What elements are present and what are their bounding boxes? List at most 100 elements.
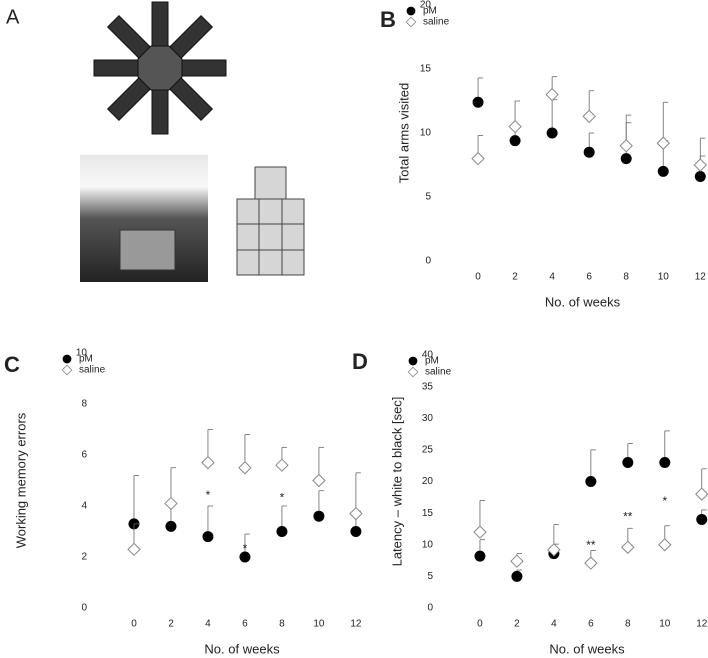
- point: [659, 457, 671, 469]
- y-tick-label: 15: [422, 508, 434, 519]
- x-tick-label: 12: [350, 619, 362, 630]
- x-tick-label: 8: [279, 619, 285, 630]
- point: [508, 119, 522, 134]
- point: [585, 476, 597, 487]
- x-tick-label: 4: [205, 619, 211, 630]
- x-tick-label: 2: [512, 272, 518, 283]
- point: [473, 525, 487, 539]
- significance-mark: **: [586, 538, 596, 552]
- point: [510, 554, 524, 568]
- point: [619, 139, 633, 153]
- y-tick-label: 0: [427, 603, 433, 614]
- point: [164, 496, 178, 511]
- point: [349, 506, 363, 521]
- x-tick-label: 2: [514, 619, 520, 630]
- point: [127, 542, 141, 557]
- legend-marker: [408, 356, 418, 366]
- y-tick-label: 10: [76, 348, 88, 359]
- apparatus-photo: [80, 155, 208, 282]
- x-tick-label: 4: [551, 619, 557, 630]
- y-tick-label: 0: [81, 603, 87, 614]
- point: [695, 487, 708, 501]
- x-tick-label: 8: [623, 272, 629, 283]
- point: [546, 127, 558, 139]
- legend-label: saline: [423, 17, 450, 28]
- x-tick-label: 0: [131, 619, 137, 630]
- legend-marker: [62, 354, 72, 364]
- point: [239, 551, 251, 563]
- x-tick-label: 0: [477, 619, 483, 630]
- point: [621, 540, 635, 554]
- legend-label: pM: [423, 6, 437, 17]
- x-tick-label: 10: [659, 619, 671, 630]
- y-tick-label: 0: [425, 256, 431, 267]
- point: [545, 87, 559, 102]
- y-tick-label: 40: [422, 350, 434, 361]
- x-tick-label: 6: [242, 619, 248, 630]
- point: [582, 109, 596, 124]
- significance-mark: *: [243, 542, 248, 556]
- legend-label: pM: [425, 356, 439, 367]
- point: [238, 461, 252, 475]
- point: [693, 158, 708, 172]
- x-tick-label: 12: [695, 272, 707, 283]
- x-tick-label: 0: [475, 272, 481, 283]
- x-tick-label: 4: [549, 272, 555, 283]
- point: [275, 458, 289, 472]
- point: [313, 510, 325, 522]
- y-tick-label: 20: [420, 0, 432, 11]
- y-tick-label: 10: [422, 539, 434, 550]
- panel-label: A: [6, 6, 20, 28]
- point: [658, 538, 672, 552]
- point: [312, 473, 326, 488]
- point: [276, 526, 288, 537]
- x-tick-label: 6: [586, 272, 592, 283]
- legend-marker: [405, 16, 417, 28]
- panel-label: D: [352, 349, 368, 374]
- y-tick-label: 5: [427, 571, 433, 582]
- point: [584, 556, 598, 570]
- x-tick-label: 12: [696, 619, 708, 630]
- y-tick-label: 30: [422, 413, 434, 424]
- point: [547, 543, 561, 557]
- y-tick-label: 5: [425, 192, 431, 203]
- y-tick-label: 6: [81, 450, 87, 461]
- point: [474, 550, 486, 562]
- y-tick-label: 35: [422, 381, 434, 392]
- point: [165, 520, 177, 532]
- maze-image: [93, 1, 227, 135]
- point: [472, 96, 484, 108]
- point: [471, 151, 485, 166]
- y-tick-label: 25: [422, 445, 434, 456]
- significance-mark: *: [280, 491, 285, 505]
- legend-label: pM: [79, 354, 93, 365]
- point: [202, 531, 214, 543]
- point: [656, 136, 670, 150]
- point: [694, 171, 706, 183]
- y-tick-label: 2: [81, 552, 87, 563]
- x-tick-label: 10: [658, 272, 670, 283]
- y-axis-title: Working memory errors: [13, 412, 28, 548]
- significance-mark: **: [623, 510, 633, 524]
- point: [657, 165, 669, 177]
- point: [696, 513, 708, 525]
- significance-mark: *: [206, 488, 211, 502]
- legend-marker: [61, 364, 73, 376]
- y-tick-label: 4: [81, 501, 87, 512]
- point: [509, 135, 521, 147]
- legend-marker: [406, 6, 416, 16]
- y-axis-title: Latency – white to black [sec]: [389, 397, 404, 567]
- y-tick-label: 15: [420, 64, 432, 75]
- x-tick-label: 6: [588, 619, 594, 630]
- panel-label: B: [380, 7, 396, 32]
- point: [620, 153, 632, 165]
- point: [622, 457, 634, 469]
- x-tick-label: 2: [168, 619, 174, 630]
- significance-mark: *: [662, 494, 667, 508]
- legend-label: saline: [425, 367, 452, 378]
- point: [350, 526, 362, 537]
- x-axis-title: No. of weeks: [545, 294, 621, 309]
- point: [511, 570, 523, 582]
- panel-label: C: [4, 352, 20, 377]
